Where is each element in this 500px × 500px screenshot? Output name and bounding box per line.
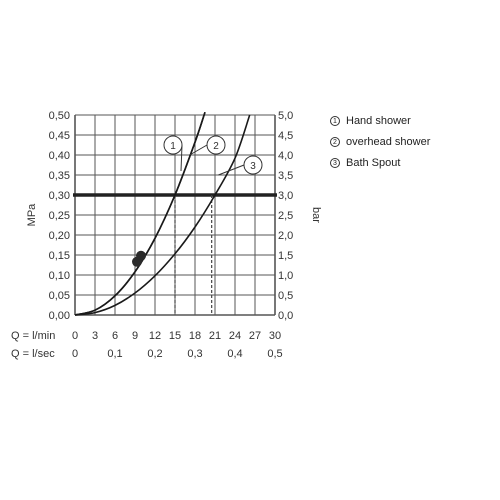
y-tick-label-left: 0,45: [49, 130, 70, 142]
callout-leader: [218, 164, 245, 176]
y-tick-label-right: 3,0: [278, 190, 293, 202]
y-tick-label-left: 0,00: [49, 310, 70, 322]
y-tick-label-right: 4,5: [278, 130, 293, 142]
callout-label: 1: [170, 141, 176, 152]
chart-callouts: 1 2 3: [163, 135, 263, 176]
x-tick-label-lmin: 0: [72, 330, 78, 342]
y-tick-label-right: 2,5: [278, 210, 293, 222]
chart-series: [74, 111, 251, 316]
y-tick-label-right: 0,5: [278, 290, 293, 302]
y-tick-label-left: 0,40: [49, 150, 70, 162]
legend-number: 2: [330, 137, 340, 147]
legend-label: Hand shower: [346, 115, 411, 127]
y-tick-label-left: 0,05: [49, 290, 70, 302]
y-axis-title-right: bar: [310, 207, 322, 223]
y-tick-label-right: 1,0: [278, 270, 293, 282]
y-tick-label-right: 0,0: [278, 310, 293, 322]
y-tick-label-right: 1,5: [278, 250, 293, 262]
x-tick-label-lmin: 27: [249, 330, 261, 342]
x-tick-label-lmin: 15: [169, 330, 181, 342]
x-tick-label-lsec: 0,5: [267, 348, 282, 360]
x-tick-label-lmin: 24: [229, 330, 241, 342]
y-axis-title-left: MPa: [26, 203, 38, 227]
y-tick-label-left: 0,30: [49, 190, 70, 202]
x-tick-label-lsec: 0,2: [147, 348, 162, 360]
legend-label: overhead shower: [346, 136, 431, 148]
callout-circle: [243, 155, 263, 175]
callout-leader: [180, 144, 183, 172]
legend-item-overhead-shower: 2 overhead shower: [330, 132, 495, 152]
y-tick-label-left: 0,25: [49, 210, 70, 222]
y-tick-label-left: 0,35: [49, 170, 70, 182]
callout-leader: [189, 144, 208, 156]
x-tick-label-lmin: 30: [269, 330, 281, 342]
x-tick-label-lsec: 0,4: [227, 348, 242, 360]
legend-number: 1: [330, 116, 340, 126]
x-tick-label-lmin: 18: [189, 330, 201, 342]
callout-circle: [206, 135, 226, 155]
x-tick-label-lsec: 0,1: [107, 348, 122, 360]
legend-item-hand-shower: 1 Hand shower: [330, 111, 495, 131]
y-tick-label-left: 0,20: [49, 230, 70, 242]
legend-label: Bath Spout: [346, 157, 401, 169]
y-tick-label-left: 0,50: [49, 110, 70, 122]
y-tick-label-right: 4,0: [278, 150, 293, 162]
y-tick-label-right: 3,5: [278, 170, 293, 182]
y-tick-label-right: 2,0: [278, 230, 293, 242]
x-row-label-lmin: Q = l/min: [11, 330, 55, 342]
y-tick-label-left: 0,10: [49, 270, 70, 282]
axes-labels: 0,000,050,100,150,200,250,300,350,400,45…: [11, 110, 322, 360]
legend-item-bath-spout: 3 Bath Spout: [330, 153, 495, 173]
y-tick-label-left: 0,15: [49, 250, 70, 262]
x-tick-label-lmin: 9: [132, 330, 138, 342]
x-tick-label-lsec: 0,3: [187, 348, 202, 360]
x-tick-label-lmin: 21: [209, 330, 221, 342]
legend: 1 Hand shower 2 overhead shower 3 Bath S…: [330, 111, 495, 174]
x-tick-label-lsec: 0: [72, 348, 78, 360]
x-tick-label-lmin: 12: [149, 330, 161, 342]
y-tick-label-right: 5,0: [278, 110, 293, 122]
x-row-label-lsec: Q = l/sec: [11, 348, 55, 360]
callout-label: 2: [213, 141, 219, 152]
series-line-bath-spout: [74, 114, 251, 316]
legend-number: 3: [330, 158, 340, 168]
callout-label: 3: [250, 161, 256, 172]
x-tick-label-lmin: 6: [112, 330, 118, 342]
x-tick-label-lmin: 3: [92, 330, 98, 342]
data-point: [136, 250, 146, 261]
callout-circle: [163, 135, 183, 155]
